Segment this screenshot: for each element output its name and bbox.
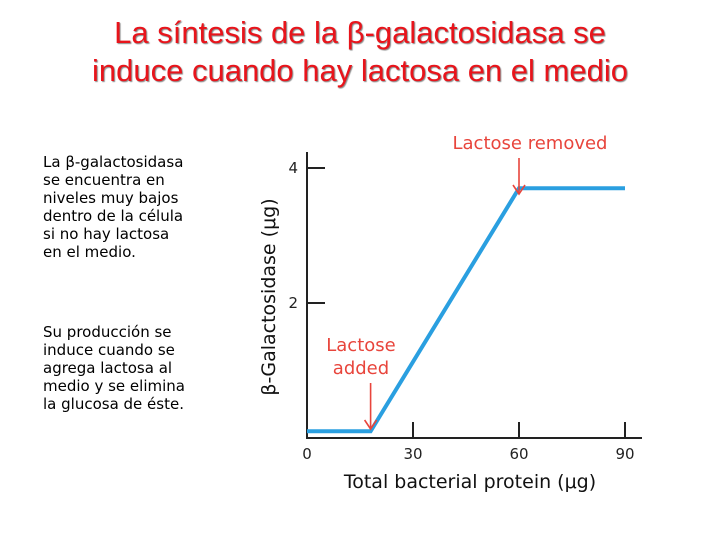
paragraph-line: en el medio. [43, 243, 136, 261]
x-tick-label: 30 [403, 445, 422, 463]
y-tick-label: 2 [288, 294, 298, 312]
y-axis-title: β-Galactosidase (μg) [258, 198, 280, 395]
paragraph-line: si no hay lactosa [43, 225, 170, 243]
lactose-added-label: added [333, 358, 389, 379]
x-tick-label: 90 [615, 445, 634, 463]
description-paragraph-2: Su producción se induce cuando se agrega… [43, 323, 243, 413]
x-axis-title: Total bacterial protein (μg) [343, 471, 596, 493]
paragraph-line: induce cuando se [43, 341, 175, 359]
x-tick-label: 60 [509, 445, 528, 463]
lactose-removed-arrow-head [512, 184, 526, 196]
paragraph-line: dentro de la célula [43, 207, 184, 225]
lactose-removed-label: Lactose removed [453, 133, 608, 154]
slide-title: La síntesis de la β-galactosidasa se ind… [0, 14, 720, 90]
x-tick-label: 0 [302, 445, 312, 463]
paragraph-line: Su producción se [43, 323, 172, 341]
y-tick-label: 4 [288, 159, 298, 177]
paragraph-line: se encuentra en [43, 171, 165, 189]
paragraph-line: niveles muy bajos [43, 189, 179, 207]
description-paragraph-1: La β-galactosidasa se encuentra en nivel… [43, 153, 243, 261]
title-line-1: La síntesis de la β-galactosidasa se [114, 15, 606, 50]
lactose-added-label: Lactose [326, 335, 395, 356]
paragraph-line: medio y se elimina [43, 377, 185, 395]
lactose-added-arrow-head [363, 419, 378, 431]
series-line [307, 186, 625, 434]
title-line-2: induce cuando hay lactosa en el medio [92, 53, 628, 88]
paragraph-line: La β-galactosidasa [43, 153, 184, 171]
paragraph-line: la glucosa de éste. [43, 395, 184, 413]
paragraph-line: agrega lactosa al [43, 359, 173, 377]
